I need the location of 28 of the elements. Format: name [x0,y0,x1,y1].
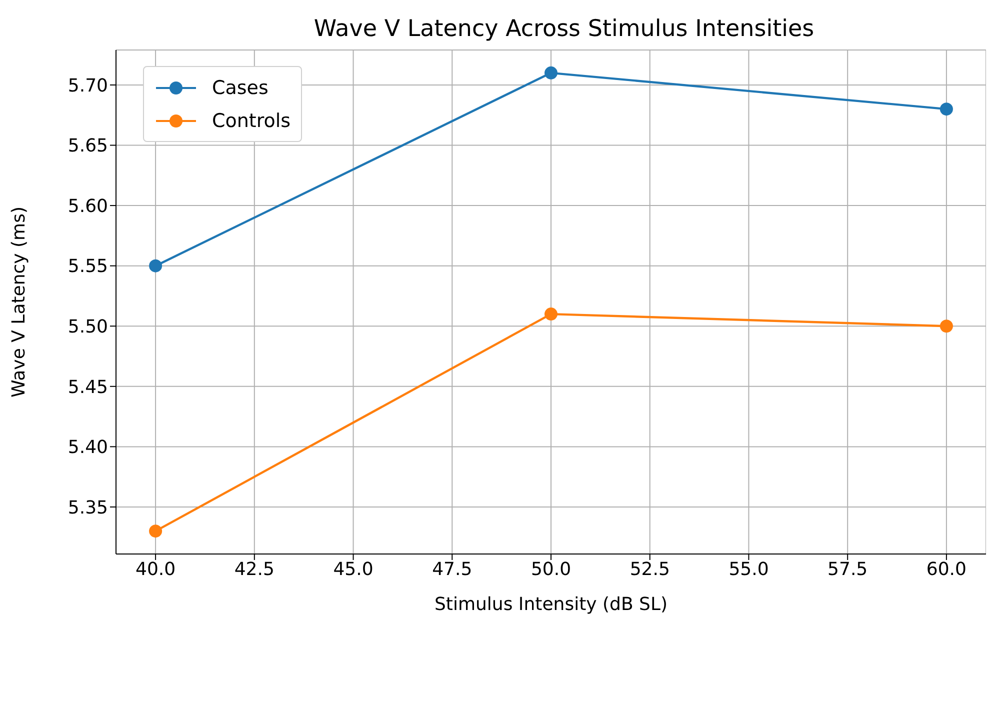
y-tick-label: 5.65 [68,136,108,157]
legend-label: Controls [212,110,291,132]
point [940,320,953,333]
x-tick-label: 47.5 [432,558,472,580]
x-tick-label: 55.0 [728,558,769,580]
x-tick-label: 50.0 [530,558,572,580]
y-tick-label: 5.40 [68,437,108,458]
legend-label: Cases [212,76,268,98]
x-tick-label: 45.0 [333,558,374,580]
y-tick-label: 5.35 [68,497,108,518]
x-tick-label: 52.5 [630,558,670,580]
y-axis-title: Wave V Latency (ms) [8,206,30,398]
y-tick-label: 5.60 [68,196,108,217]
x-tick-label: 60.0 [926,558,966,580]
x-tick-label: 40.0 [136,558,176,580]
x-tick-label: 42.5 [234,558,274,580]
y-tick-label: 5.55 [68,256,108,278]
chart-title: Wave V Latency Across Stimulus Intensities [312,16,816,42]
y-tick-label: 5.45 [68,376,108,398]
point [940,102,953,116]
point [544,66,558,80]
point [544,308,558,321]
y-tick-label: 5.50 [68,316,108,338]
x-tick-label: 57.5 [828,558,868,580]
point [149,259,162,272]
x-axis-title: Stimulus Intensity (dB SL) [434,594,668,615]
y-tick-label: 5.70 [68,75,108,96]
point [149,524,162,538]
